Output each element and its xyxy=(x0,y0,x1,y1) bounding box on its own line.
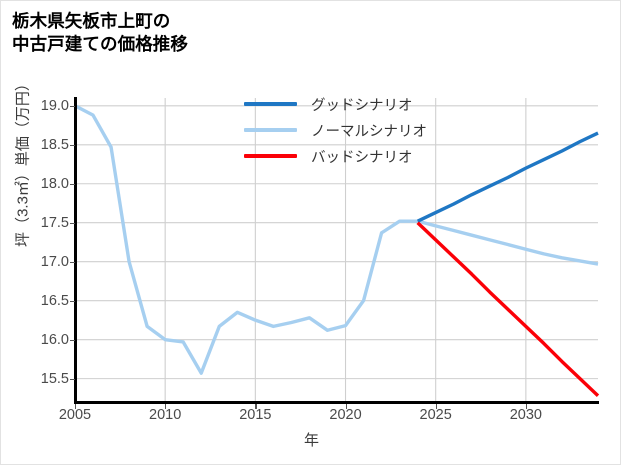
x-tick-mark xyxy=(525,404,528,409)
x-axis-title: 年 xyxy=(303,432,319,449)
legend-item[interactable]: ノーマルシナリオ xyxy=(244,117,459,143)
y-tick-mark xyxy=(70,300,75,302)
series-line xyxy=(74,104,599,375)
series-lines xyxy=(74,104,600,397)
y-tick-mark xyxy=(70,261,75,263)
plot-area xyxy=(74,98,600,402)
y-axis-title: 坪（3.3㎡）単価（万円） xyxy=(14,76,32,247)
legend-label: ノーマルシナリオ xyxy=(311,123,427,140)
legend-item[interactable]: グッドシナリオ xyxy=(244,91,459,117)
x-tick-label: 2010 xyxy=(149,407,182,423)
y-tick-label: 15.5 xyxy=(40,370,69,387)
y-tick-label: 17.5 xyxy=(40,214,69,231)
x-tick-mark xyxy=(75,404,77,409)
series-line xyxy=(416,131,599,223)
y-tick-mark xyxy=(70,105,75,107)
legend-label: バッドシナリオ xyxy=(311,149,413,166)
x-tick-label: 2005 xyxy=(58,407,92,423)
y-tick-mark xyxy=(70,183,75,185)
legend-color-swatch xyxy=(244,102,297,106)
y-tick-mark xyxy=(70,144,75,146)
y-tick-label: 16.0 xyxy=(40,331,69,348)
y-tick-label: 17.0 xyxy=(40,253,69,270)
x-tick-label: 2025 xyxy=(419,407,452,423)
y-tick-mark xyxy=(70,339,75,341)
legend-color-swatch xyxy=(244,128,297,132)
series-line xyxy=(416,221,600,397)
x-tick-label: 2030 xyxy=(509,407,542,423)
y-tick-label: 18.0 xyxy=(40,175,69,192)
chart-legend: グッドシナリオ ノーマルシナリオ バッドシナリオ xyxy=(244,91,459,169)
y-tick-mark xyxy=(70,222,75,224)
y-tick-label: 16.5 xyxy=(40,292,69,309)
y-tick-mark xyxy=(70,378,75,380)
y-tick-label: 18.5 xyxy=(40,136,69,153)
x-tick-mark xyxy=(435,404,437,409)
legend-color-swatch xyxy=(244,154,297,158)
y-axis-tick-labels: 19.0 18.5 18.0 17.5 17.0 16.5 16.0 15.5 xyxy=(1,1,75,466)
legend-item[interactable]: バッドシナリオ xyxy=(244,143,459,169)
x-axis-spine xyxy=(74,401,599,404)
plot-svg xyxy=(74,98,600,402)
x-tick-mark xyxy=(345,404,347,409)
y-axis-spine xyxy=(74,97,77,403)
x-tick-mark xyxy=(165,404,167,409)
page-title: 栃木県矢板市上町の 中古戸建ての価格推移 xyxy=(12,11,188,55)
x-tick-label: 2015 xyxy=(239,407,272,423)
x-tick-mark xyxy=(255,404,257,409)
y-tick-label: 19.0 xyxy=(40,97,69,114)
legend-label: グッドシナリオ xyxy=(311,97,413,114)
x-tick-label: 2020 xyxy=(329,407,362,423)
